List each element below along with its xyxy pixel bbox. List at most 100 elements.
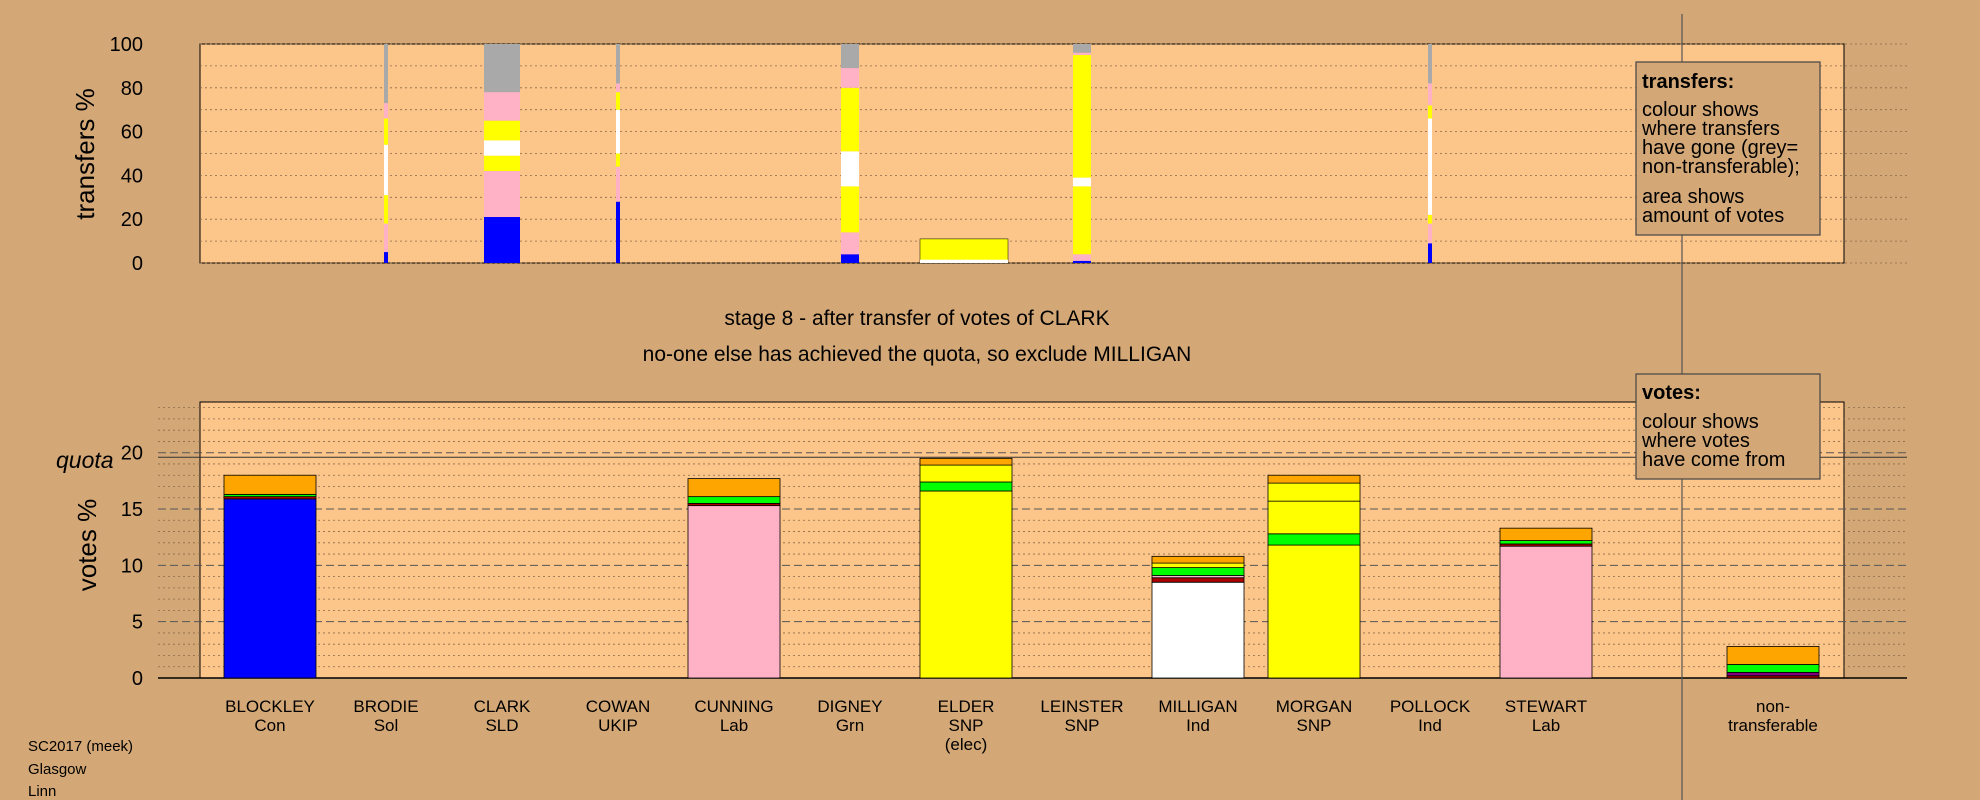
transfer-segment [1073, 54, 1091, 178]
transfer-segment [1428, 105, 1432, 119]
transfer-segment [484, 120, 520, 141]
votes-legend-box [1635, 373, 1821, 480]
transfer-segment [841, 44, 859, 69]
transfers-y-tick: 80 [121, 78, 143, 100]
transfers-legend-line2: where transfers [1641, 118, 1780, 140]
candidate-party: Con [254, 716, 285, 735]
nontransferable-label: transferable [1728, 716, 1818, 735]
transfer-segment [484, 217, 520, 263]
votes-legend-line1: colour shows [1642, 411, 1759, 433]
candidate-party: Grn [836, 716, 864, 735]
transfer-segment [1073, 44, 1091, 53]
vote-segment [687, 505, 781, 679]
votes-plot-area [199, 401, 1845, 679]
transfers-legend-line4: non-transferable); [1642, 156, 1800, 178]
vote-segment [1151, 562, 1245, 568]
transfer-segment [616, 109, 620, 154]
transfers-y-tick: 0 [132, 253, 143, 275]
transfer-segment [1428, 118, 1432, 215]
votes-y-tick: 5 [132, 612, 143, 634]
vote-segment [1267, 482, 1361, 502]
candidate-party: Ind [1418, 716, 1442, 735]
votes-y-tick: 20 [121, 443, 143, 465]
candidate-party: SNP [1065, 716, 1100, 735]
footer-council: Glasgow [28, 761, 87, 778]
vote-segment [1267, 500, 1361, 535]
transfers-y-tick: 20 [121, 209, 143, 231]
votes-legend-title: votes: [1642, 382, 1701, 404]
vote-segment [1499, 545, 1593, 679]
transfer-segment [384, 195, 388, 224]
transfer-segment [484, 171, 520, 218]
transfers-y-tick: 60 [121, 122, 143, 144]
candidate-party: SNP [949, 716, 984, 735]
transfer-segment [1428, 44, 1432, 84]
candidate-note: (elec) [945, 735, 988, 754]
transfers-panel: 0 20 40 60 80 100 transfers % [70, 34, 1907, 275]
vote-segment [223, 474, 317, 495]
candidate-name: COWAN [586, 697, 651, 716]
transfer-segment [1073, 52, 1091, 55]
transfer-segment [1073, 177, 1091, 187]
transfer-segment [1428, 83, 1432, 106]
transfers-legend-line6: amount of votes [1642, 205, 1784, 227]
vote-segment [1151, 555, 1245, 564]
transfer-segment [616, 201, 620, 263]
transfer-segment [841, 254, 859, 263]
votes-y-tick: 15 [121, 499, 143, 521]
candidate-party: Lab [1532, 716, 1560, 735]
transfer-segment [920, 259, 1008, 263]
transfer-segment [384, 103, 388, 119]
vote-segment [919, 490, 1013, 679]
transfer-segment [484, 44, 520, 93]
transfers-legend-line5: area shows [1642, 186, 1744, 208]
votes-y-label: votes % [72, 499, 102, 592]
transfers-y-tick: 40 [121, 165, 143, 187]
transfers-y-tick: 100 [110, 34, 143, 56]
votes-legend-line2: where votes [1641, 430, 1750, 452]
candidate-party: SNP [1297, 716, 1332, 735]
transfer-segment [384, 44, 388, 104]
transfer-segment [384, 252, 388, 263]
transfer-segment [1428, 223, 1432, 244]
vote-segment [919, 464, 1013, 483]
footer-ward: Linn [28, 783, 56, 800]
transfers-legend: transfers: colour shows where transfers … [1635, 61, 1821, 236]
transfer-segment [484, 92, 520, 121]
votes-bars [223, 457, 1820, 679]
transfer-segment [1073, 260, 1091, 263]
transfer-segment [841, 151, 859, 187]
transfer-segment [841, 186, 859, 233]
transfers-legend-line3: have gone (grey= [1642, 137, 1798, 159]
vote-segment [1499, 540, 1593, 545]
candidate-name: STEWART [1505, 697, 1587, 716]
vote-segment [1726, 671, 1820, 677]
vote-segment [1151, 567, 1245, 576]
votes-y-tick: 0 [132, 668, 143, 690]
vote-segment [687, 496, 781, 504]
candidate-party: Sol [374, 716, 399, 735]
nontransferable-label: non- [1756, 697, 1790, 716]
candidate-party: UKIP [598, 716, 638, 735]
candidate-name: DIGNEY [817, 697, 882, 716]
candidate-party: SLD [485, 716, 518, 735]
transfers-y-ticks: 0 20 40 60 80 100 [110, 34, 143, 275]
candidate-party: Lab [720, 716, 748, 735]
transfer-segment [616, 166, 620, 202]
transfer-segment [919, 238, 1009, 264]
transfer-segment [841, 68, 859, 88]
transfers-bars [384, 44, 1432, 264]
candidate-name: CUNNING [694, 697, 773, 716]
stage-action: no-one else has achieved the quota, so e… [643, 343, 1192, 366]
transfer-segment [1428, 243, 1432, 263]
quota-label: quota [56, 447, 114, 473]
vote-segment [1267, 533, 1361, 546]
vote-segment [687, 478, 781, 498]
transfers-legend-line1: colour shows [1642, 99, 1759, 121]
votes-y-ticks: 0 5 10 15 20 [121, 443, 143, 690]
transfer-segment [1428, 214, 1432, 224]
vote-segment [1151, 577, 1245, 583]
transfer-segment [841, 232, 859, 255]
